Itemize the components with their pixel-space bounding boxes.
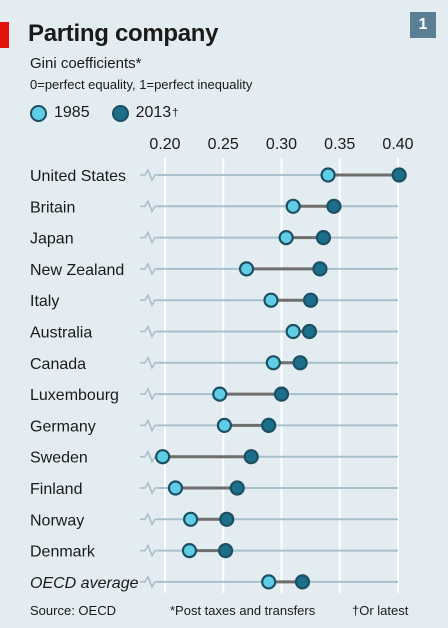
dot-2013	[391, 167, 407, 183]
dot-1985	[261, 574, 277, 590]
dot-1985	[265, 355, 281, 371]
axis-break-icon	[140, 262, 159, 276]
axis-break-icon	[140, 324, 159, 339]
x-tick-label: 0.35	[324, 136, 355, 153]
legend-dagger-2013: †	[172, 107, 179, 119]
dot-2013	[229, 480, 245, 496]
dot-2013	[301, 323, 318, 340]
dot-1985	[183, 511, 199, 527]
x-tick-label: 0.20	[149, 136, 180, 153]
dot-2013	[312, 261, 328, 277]
category-label: Denmark	[30, 544, 96, 561]
dot-1985	[263, 292, 279, 308]
dot-2013	[219, 511, 235, 527]
dot-2013	[315, 230, 332, 246]
legend: 1985 2013 †	[30, 104, 200, 122]
dot-1985	[167, 480, 184, 496]
category-label: Japan	[30, 231, 74, 248]
axis-break-icon	[140, 168, 159, 182]
dot-2013	[326, 198, 342, 214]
x-tick-label: 0.30	[266, 136, 297, 153]
chart-title: Parting company	[28, 20, 219, 47]
source-note: Source: OECD	[30, 603, 116, 618]
category-label: Finland	[30, 481, 82, 498]
category-label: United States	[30, 168, 126, 185]
dot-2013	[243, 449, 259, 465]
dot-1985	[285, 323, 301, 340]
category-label: Australia	[30, 325, 92, 342]
footnote-or-latest: †Or latest	[352, 603, 409, 618]
category-label: Britain	[30, 199, 75, 216]
legend-label-2013: 2013	[135, 104, 172, 121]
category-label: Canada	[30, 356, 86, 373]
x-tick-label: 0.40	[382, 136, 413, 153]
x-tick-label: 0.25	[208, 136, 239, 153]
category-label: Norway	[30, 512, 84, 529]
chart-subtitle: Gini coefficients*	[30, 55, 142, 72]
axis-break-icon	[140, 512, 159, 527]
category-label: Sweden	[30, 450, 88, 467]
legend-dot-1985	[30, 104, 47, 122]
category-label: Luxembourg	[30, 387, 119, 404]
legend-label-1985: 1985	[54, 104, 90, 121]
dot-1985	[212, 386, 228, 402]
dot-2013	[261, 417, 277, 433]
axis-break-icon	[140, 356, 159, 370]
dot-1985	[216, 417, 233, 433]
category-label: Italy	[30, 293, 59, 310]
dot-2013	[294, 574, 311, 590]
axis-break-icon	[140, 543, 159, 558]
axis-break-icon	[140, 418, 159, 433]
dot-1985	[320, 167, 336, 183]
dot-1985	[155, 449, 171, 465]
dot-2013	[273, 386, 290, 402]
category-label: OECD average	[30, 575, 139, 592]
chart-subnote: 0=perfect equality, 1=perfect inequality	[30, 77, 253, 92]
dot-1985	[238, 261, 255, 277]
chart-number-badge: 1	[410, 12, 436, 38]
axis-break-icon	[140, 575, 159, 589]
dot-1985	[278, 230, 294, 246]
category-label: Germany	[30, 418, 96, 435]
axis-break-icon	[140, 293, 159, 307]
footnote-post-taxes: *Post taxes and transfers	[170, 603, 316, 618]
dot-1985	[285, 198, 301, 214]
axis-break-icon	[140, 230, 159, 245]
dot-2013	[303, 292, 319, 308]
axis-break-icon	[140, 481, 159, 495]
axis-break-icon	[140, 199, 159, 214]
legend-item-2013: 2013 †	[111, 104, 179, 122]
dot-2013	[292, 355, 308, 371]
dot-2013	[217, 542, 234, 559]
red-accent-tag	[0, 22, 9, 48]
category-label: New Zealand	[30, 262, 124, 279]
legend-dot-2013	[111, 104, 129, 122]
legend-item-1985: 1985	[30, 104, 90, 122]
axis-break-icon	[140, 387, 159, 401]
dot-1985	[181, 542, 198, 559]
